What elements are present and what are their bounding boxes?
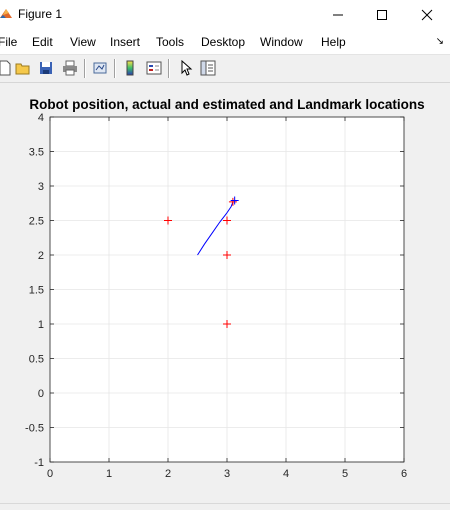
y-tick-label: 3.5 <box>29 147 44 159</box>
open-file-icon <box>15 63 30 75</box>
open-file-button[interactable] <box>14 59 32 77</box>
window-bottom-edge <box>0 503 450 510</box>
legend-icon <box>146 61 162 75</box>
y-tick-label: 2.5 <box>29 216 44 228</box>
y-tick-label: 1.5 <box>29 285 44 297</box>
menu-insert[interactable]: Insert <box>110 35 141 49</box>
colorbar-icon <box>126 60 134 76</box>
minimize-button[interactable] <box>315 0 360 30</box>
toolbar-separator <box>168 59 170 78</box>
axis-ticks <box>49 116 405 463</box>
menu-edit[interactable]: Edit <box>32 35 53 49</box>
window-title: Figure 1 <box>18 7 63 21</box>
pointer-icon <box>181 60 193 76</box>
landmark-marker <box>223 320 231 328</box>
toolbar-separator <box>84 59 86 78</box>
menu-help[interactable]: Help <box>321 35 346 49</box>
x-tick-label: 1 <box>106 468 112 480</box>
figure-toolbar <box>0 55 450 83</box>
pointer-button[interactable] <box>177 59 195 77</box>
colorbar-button[interactable] <box>121 59 139 77</box>
x-tick-label: 5 <box>342 468 348 480</box>
menu-bar: File Edit View Insert Tools Desktop Wind… <box>0 30 450 55</box>
new-figure-button[interactable] <box>0 59 14 77</box>
menu-view[interactable]: View <box>70 35 96 49</box>
landmark-marker <box>164 216 172 225</box>
trajectory-line <box>197 201 234 256</box>
menu-desktop[interactable]: Desktop <box>201 35 246 49</box>
y-tick-label: 1 <box>38 319 44 331</box>
legend-button[interactable] <box>145 59 163 77</box>
menu-expand-icon[interactable]: ↘ <box>435 36 444 47</box>
y-tick-labels: -1 -0.5 0 0.5 1 1.5 2 2.5 3 3.5 4 <box>25 112 44 469</box>
matlab-icon <box>0 9 12 18</box>
close-icon <box>421 9 432 21</box>
chart-title: Robot position, actual and estimated and… <box>29 97 424 112</box>
save-button[interactable] <box>37 59 55 77</box>
landmark-marker <box>223 251 231 259</box>
x-tick-label: 6 <box>401 468 407 480</box>
toolbar-separator <box>114 59 116 78</box>
figure-canvas[interactable]: Robot position, actual and estimated and… <box>0 83 450 503</box>
y-tick-label: 2 <box>38 250 44 262</box>
property-editor-icon <box>200 60 216 76</box>
y-tick-label: -1 <box>34 457 44 469</box>
minimize-icon <box>332 14 343 16</box>
save-icon <box>40 62 52 74</box>
x-tick-label: 4 <box>283 468 289 480</box>
close-button[interactable] <box>404 0 449 30</box>
landmark-marker <box>230 196 239 205</box>
new-figure-icon <box>0 60 11 76</box>
property-editor-button[interactable] <box>199 59 217 77</box>
x-tick-label: 3 <box>224 468 230 480</box>
menu-window[interactable]: Window <box>260 35 303 49</box>
x-tick-label: 2 <box>165 468 171 480</box>
print-icon <box>63 60 77 76</box>
landmark-marker <box>228 197 237 206</box>
link-plot-icon <box>93 62 107 74</box>
y-tick-label: 0 <box>38 388 44 400</box>
maximize-button[interactable] <box>359 0 404 30</box>
print-button[interactable] <box>61 59 79 77</box>
data-series <box>164 196 239 328</box>
y-tick-label: 0.5 <box>29 354 44 366</box>
landmark-marker <box>223 216 231 225</box>
link-plot-button[interactable] <box>91 59 109 77</box>
y-tick-label: 3 <box>38 181 44 193</box>
menu-tools[interactable]: Tools <box>156 35 185 49</box>
y-tick-label: 4 <box>38 112 44 124</box>
maximize-icon <box>376 10 387 20</box>
x-tick-label: 0 <box>47 468 53 480</box>
y-tick-label: -0.5 <box>25 423 44 435</box>
menu-file[interactable]: File <box>0 35 18 49</box>
plot-svg: Robot position, actual and estimated and… <box>25 97 425 480</box>
title-bar: Figure 1 <box>0 0 450 30</box>
x-tick-labels: 0 1 2 3 4 5 6 <box>47 468 407 480</box>
